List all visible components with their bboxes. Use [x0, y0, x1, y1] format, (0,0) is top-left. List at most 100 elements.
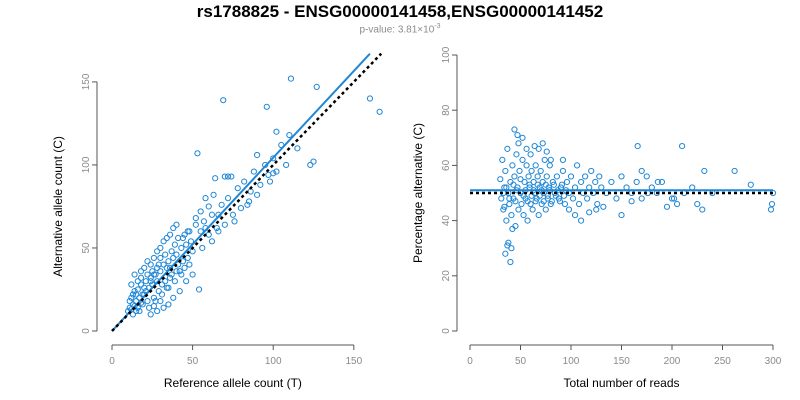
data-point	[638, 195, 645, 202]
data-point	[531, 142, 538, 150]
data-point	[567, 173, 575, 180]
data-point	[202, 195, 209, 202]
data-point	[518, 200, 525, 208]
data-point	[250, 168, 257, 175]
data-point	[514, 131, 521, 139]
data-point	[549, 178, 556, 186]
data-point	[532, 162, 539, 169]
data-point	[558, 181, 566, 188]
data-point	[147, 261, 154, 268]
data-point	[521, 178, 528, 186]
data-point	[569, 195, 577, 202]
y-tick-label: 80	[441, 104, 452, 116]
data-point	[165, 258, 172, 265]
data-point	[270, 170, 277, 177]
data-point	[162, 251, 169, 258]
data-point	[139, 301, 146, 308]
y-tick-label: 20	[441, 270, 452, 282]
data-point	[520, 211, 527, 219]
x-tick-label: 200	[664, 356, 681, 367]
data-point	[157, 244, 164, 252]
data-point	[150, 271, 158, 278]
data-point	[502, 250, 509, 257]
data-point	[559, 167, 567, 175]
data-point	[173, 221, 180, 228]
data-point	[519, 134, 526, 141]
data-point	[160, 304, 167, 311]
data-point	[133, 291, 140, 298]
data-point	[213, 224, 220, 232]
data-point	[673, 200, 681, 208]
data-point	[592, 178, 599, 186]
data-point	[638, 167, 645, 175]
x-tick-label: 100	[563, 356, 580, 367]
data-point	[173, 268, 180, 275]
data-point	[509, 162, 516, 169]
data-point	[244, 201, 251, 208]
data-point	[578, 178, 585, 186]
data-point	[503, 217, 510, 224]
reference-line	[111, 52, 383, 332]
data-point	[273, 128, 280, 135]
data-point	[157, 298, 164, 305]
data-point	[600, 203, 607, 210]
data-point	[168, 271, 175, 278]
data-point	[658, 178, 666, 186]
y-tick-label: 60	[441, 159, 452, 171]
data-point	[526, 181, 533, 188]
data-point	[131, 271, 138, 278]
data-point	[234, 185, 241, 192]
data-point	[508, 211, 515, 219]
data-point	[171, 241, 178, 248]
data-point	[163, 234, 170, 242]
data-point	[525, 173, 532, 180]
data-point	[170, 254, 177, 262]
data-point	[189, 271, 196, 278]
data-point	[767, 206, 775, 213]
y-tick-label: 100	[81, 156, 92, 173]
data-point	[694, 200, 701, 208]
data-point	[171, 278, 178, 285]
data-point	[178, 244, 185, 252]
data-point	[560, 192, 568, 199]
data-point	[166, 231, 174, 238]
data-point	[747, 181, 754, 188]
data-point	[144, 298, 151, 305]
x-axis-title: Total number of reads	[563, 376, 679, 390]
data-point	[208, 211, 216, 218]
data-point	[553, 173, 560, 180]
data-point	[523, 162, 530, 169]
data-point	[517, 176, 524, 183]
y-tick-label: 0	[81, 328, 92, 334]
y-tick-label: 40	[441, 215, 452, 227]
data-point	[768, 200, 776, 208]
data-point	[158, 281, 166, 288]
data-point	[128, 281, 135, 288]
x-tick-label: 50	[515, 356, 527, 367]
data-point	[165, 301, 172, 308]
data-point	[588, 167, 595, 175]
data-point	[170, 224, 177, 232]
data-point	[573, 162, 581, 169]
data-point	[548, 198, 555, 205]
data-point	[181, 264, 188, 271]
data-point	[504, 242, 511, 249]
y-tick-label: 150	[81, 73, 92, 90]
p-value-exponent: -3	[434, 23, 441, 30]
y-tick-label: 0	[441, 328, 452, 334]
data-point	[596, 173, 603, 180]
data-point	[584, 195, 591, 202]
x-tick-label: 50	[187, 356, 199, 367]
data-point	[150, 294, 158, 301]
data-point	[506, 200, 513, 208]
data-point	[618, 211, 625, 219]
data-point	[160, 238, 167, 245]
data-point	[515, 206, 522, 213]
data-point	[154, 307, 161, 315]
chart-title: rs1788825 - ENSG00000141458,ENSG00000141…	[196, 2, 604, 21]
data-point	[149, 268, 156, 275]
data-point	[535, 211, 542, 219]
data-point	[543, 173, 550, 180]
data-point	[542, 181, 549, 188]
data-point	[220, 97, 227, 104]
